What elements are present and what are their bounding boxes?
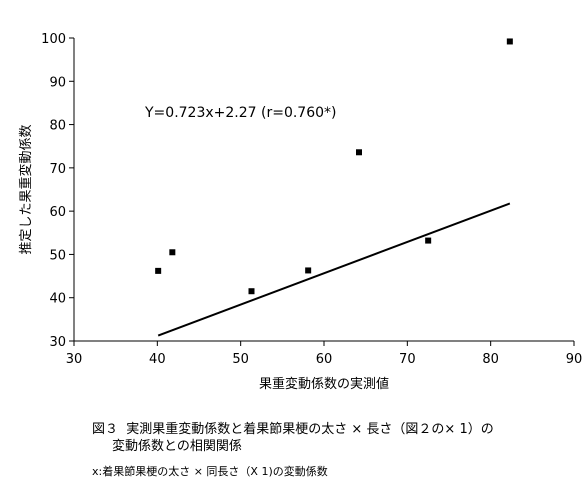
data-point	[356, 149, 362, 156]
data-point	[425, 237, 432, 244]
y-tick-label: 30	[49, 335, 66, 350]
axes: 30 40 50 60 70 80 90 100 30 40 50 60 70 80 90	[41, 32, 582, 367]
x-tick-label: 40	[149, 352, 166, 367]
data-point	[248, 288, 255, 295]
y-tick-label: 80	[49, 119, 66, 134]
x-tick-label: 50	[232, 352, 249, 367]
regression-line	[157, 202, 511, 337]
trendline-group	[157, 202, 511, 337]
y-tick-label: 60	[49, 205, 66, 220]
x-tick-label: 70	[399, 352, 416, 367]
figure-footnote: x:着果節果梗の太さ × 同長さ（X 1)の変動係数	[92, 465, 328, 478]
y-tick-label: 100	[41, 32, 66, 47]
y-axis-label: 推定した果重変動係数	[18, 124, 34, 254]
scatter-chart: 30 40 50 60 70 80 90 100 30 40 50 60 70 80 90 Y=0.723x…	[18, 32, 582, 392]
y-tick-label: 70	[49, 162, 66, 177]
data-points	[155, 38, 513, 295]
x-axis-label: 果重変動係数の実測値	[259, 376, 389, 392]
y-tick-label: 50	[49, 248, 66, 263]
x-tick-label: 60	[316, 352, 333, 367]
y-tick-label: 90	[49, 75, 66, 90]
figure-caption-line2: 変動係数との相関関係	[112, 439, 242, 454]
data-point	[506, 38, 513, 45]
data-point	[155, 267, 162, 274]
x-tick-label: 80	[482, 352, 499, 367]
data-point	[169, 249, 176, 256]
y-tick-label: 40	[49, 292, 66, 307]
data-point	[305, 267, 312, 274]
x-tick-label: 30	[66, 352, 83, 367]
figure-caption-line1: 図３ 実測果重変動係数と着果節果梗の太さ × 長さ（図２の× 1）の	[92, 422, 494, 437]
trendline-equation: Y=0.723x+2.27 (r=0.760*)	[144, 105, 337, 121]
x-tick-label: 90	[566, 352, 583, 367]
